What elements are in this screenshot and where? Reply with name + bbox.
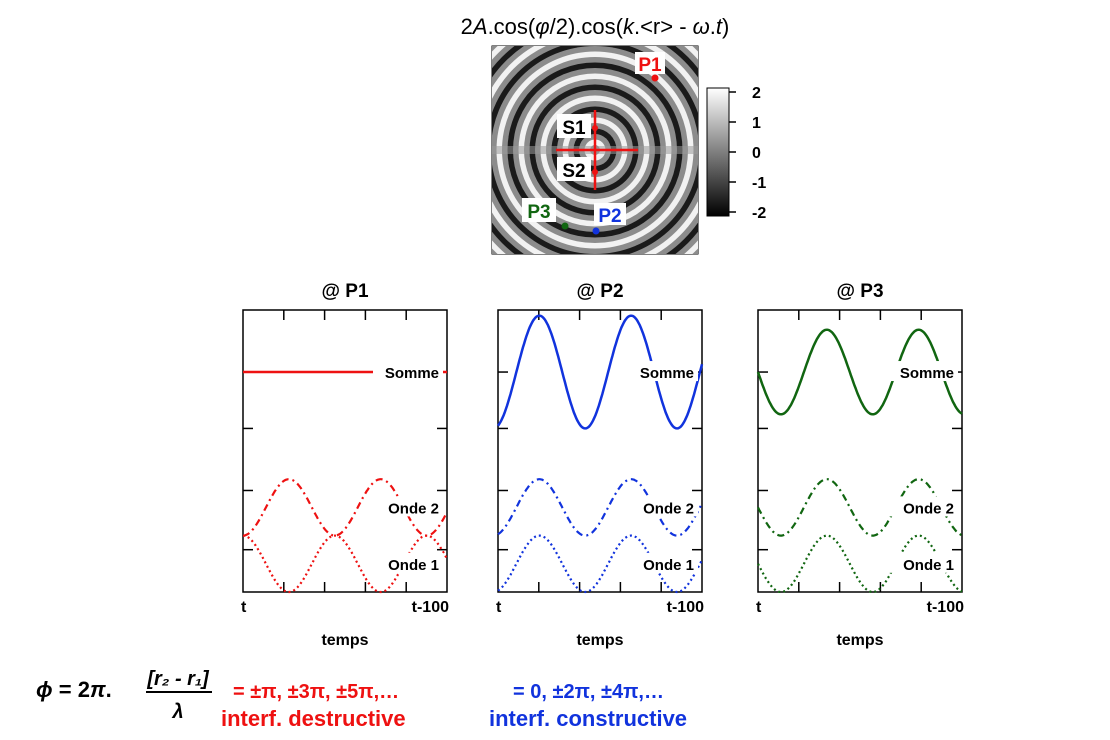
p3-label: P3 xyxy=(527,202,550,223)
phase-formula: ϕ = 2π. [r₂ - r₁] λ = ±π, ±3π, ±5π,… int… xyxy=(36,668,687,731)
source-s1-dot xyxy=(592,125,598,131)
s1-label-bg xyxy=(557,114,591,138)
plot-frame xyxy=(497,309,703,593)
p1-label-bg xyxy=(635,52,665,74)
x-tick-label-start: t xyxy=(241,599,247,616)
series-label: Somme xyxy=(900,365,954,382)
series-line-somme xyxy=(756,328,963,416)
series-label: Onde 2 xyxy=(903,500,954,517)
series-label-bg xyxy=(628,361,698,382)
series-label-bg xyxy=(628,552,698,573)
equation-title: 2A.cos(φ/2).cos(k.<r> - ω.t) xyxy=(461,14,730,39)
series-label: Onde 2 xyxy=(643,500,694,517)
p3-label-bg xyxy=(522,198,556,222)
plot-title: @ P3 xyxy=(836,281,883,302)
colorbar-tick-label: 1 xyxy=(752,115,761,132)
plot-title: @ P1 xyxy=(321,281,368,302)
series-line-onde-1 xyxy=(497,534,703,594)
series-label-bg xyxy=(888,552,958,573)
series-label-bg xyxy=(373,496,443,517)
colorbar-tick-label: -1 xyxy=(752,175,766,192)
time-plots: @ P1 Somme Onde 2 Onde 1 t t-100 temps @ P2 Somm… xyxy=(241,281,964,649)
source-cross xyxy=(556,110,638,190)
phi-denominator: λ xyxy=(171,701,183,723)
p2-label: P2 xyxy=(598,206,621,227)
s2-label-bg xyxy=(557,157,591,181)
series-label: Onde 1 xyxy=(643,557,694,574)
phi-numerator: [r₂ - r₁] xyxy=(146,668,210,690)
x-tick-label-end: t-100 xyxy=(927,599,964,616)
series-line-onde-2 xyxy=(757,478,963,537)
series-label: Somme xyxy=(385,365,439,382)
destructive-values: = ±π, ±3π, ±5π,… xyxy=(233,681,399,703)
series-label-bg xyxy=(628,496,698,517)
s1-label: S1 xyxy=(562,118,586,139)
series-label-bg xyxy=(373,361,443,382)
series-line-onde-1 xyxy=(242,534,448,594)
series-line-onde-2 xyxy=(497,478,703,537)
colorbar-ticks: 2 1 0 -1 -2 xyxy=(729,85,766,222)
p1-label: P1 xyxy=(638,55,662,76)
plot-frame xyxy=(757,309,963,593)
p1-point xyxy=(651,74,659,82)
series-label: Onde 1 xyxy=(903,557,954,574)
s2-label: S2 xyxy=(562,161,585,182)
colorbar-tick-label: -2 xyxy=(752,205,766,222)
plot-title: @ P2 xyxy=(576,281,623,302)
source-s2-dot xyxy=(592,169,598,175)
plot-panel-3: @ P3 Somme Onde 2 Onde 1 t t-100 temps xyxy=(756,281,964,649)
series-line-onde-1 xyxy=(757,534,963,594)
x-tick-label-start: t xyxy=(756,599,762,616)
constructive-label: interf. constructive xyxy=(489,706,687,731)
plot-panel-2: @ P2 Somme Onde 2 Onde 1 t t-100 temps xyxy=(496,281,704,649)
series-label: Onde 1 xyxy=(388,557,439,574)
colorbar-gradient xyxy=(706,87,730,217)
interference-map: S1 S2 P1 P2 P3 xyxy=(491,45,699,255)
x-axis-label: temps xyxy=(836,632,883,649)
constructive-values: = 0, ±2π, ±4π,… xyxy=(513,681,664,703)
p3-point xyxy=(561,222,569,230)
series-label: Onde 2 xyxy=(388,500,439,517)
series-label-bg xyxy=(373,552,443,573)
x-axis-label: temps xyxy=(321,632,368,649)
colorbar-tick-label: 2 xyxy=(752,85,761,102)
x-tick-label-end: t-100 xyxy=(667,599,704,616)
colorbar: 2 1 0 -1 -2 xyxy=(706,85,766,222)
colorbar-tick-label: 0 xyxy=(752,145,761,162)
series-label-bg xyxy=(888,361,958,382)
destructive-label: interf. destructive xyxy=(221,706,406,731)
plot-frame xyxy=(242,309,448,593)
x-axis-label: temps xyxy=(576,632,623,649)
series-label: Somme xyxy=(640,365,694,382)
series-label-bg xyxy=(888,496,958,517)
plot-panel-1: @ P1 Somme Onde 2 Onde 1 t t-100 temps xyxy=(241,281,449,649)
series-line-onde-2 xyxy=(242,478,448,537)
x-tick-label-start: t xyxy=(496,599,502,616)
phi-definition: ϕ = 2π. xyxy=(36,677,112,702)
p2-label-bg xyxy=(594,203,626,225)
series-line-somme xyxy=(496,314,704,430)
x-tick-label-end: t-100 xyxy=(412,599,449,616)
p2-point xyxy=(592,227,600,235)
